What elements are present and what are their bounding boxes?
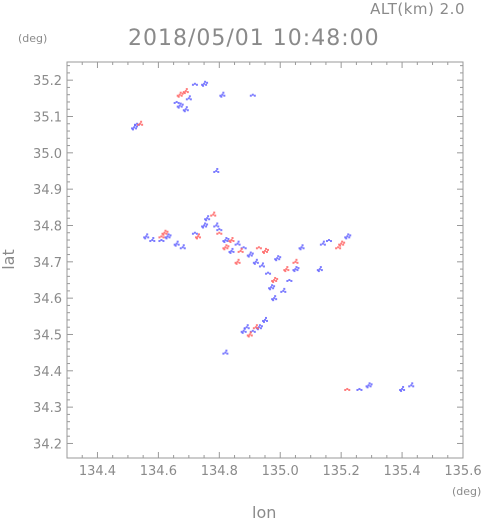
data-point: [216, 228, 223, 232]
data-point: [158, 239, 165, 243]
y-tick-label: 35.2: [33, 74, 62, 89]
data-point: [255, 246, 262, 250]
data-point: [222, 244, 230, 251]
y-tick-label: 34.5: [33, 328, 62, 343]
plot-frame: [66, 61, 464, 459]
x-tick-label: 135.0: [262, 464, 299, 479]
data-point: [149, 237, 156, 243]
data-point: [137, 120, 144, 126]
data-point: [216, 231, 223, 235]
data-point: [286, 278, 293, 282]
data-point: [131, 124, 139, 131]
data-point: [283, 266, 290, 273]
x-tick-label: 134.6: [140, 464, 177, 479]
data-point: [191, 82, 198, 86]
plot-border: [66, 61, 464, 459]
y-tick-label: 34.4: [33, 365, 62, 380]
x-axis-unit: (deg): [452, 485, 482, 498]
data-point: [173, 100, 180, 104]
data-point: [179, 244, 186, 250]
data-point: [325, 239, 332, 243]
data-point: [316, 266, 323, 273]
chart-title: 2018/05/01 10:48:00: [128, 26, 380, 51]
x-axis-label: lon: [252, 503, 277, 522]
data-point: [194, 233, 201, 240]
x-tick-label: 135.4: [383, 464, 420, 479]
data-point: [319, 240, 326, 246]
data-point: [338, 240, 346, 247]
data-point: [201, 222, 209, 229]
data-point: [219, 91, 226, 98]
y-axis-ticks: 34.2 34.3 34.4 34.5 34.6 34.7 34.8 34.9 35.0 35.1…: [33, 65, 463, 452]
y-tick-label: 34.9: [33, 183, 62, 198]
y-tick-label: 34.6: [33, 292, 62, 307]
data-point: [262, 316, 268, 323]
x-tick-label: 135.6: [444, 464, 481, 479]
data-point: [240, 327, 247, 334]
data-point: [292, 258, 299, 264]
data-point: [143, 233, 150, 240]
data-point: [258, 262, 265, 268]
y-tick-label: 34.8: [33, 219, 62, 234]
data-point: [262, 247, 269, 254]
x-tick-label: 135.2: [323, 464, 360, 479]
data-point: [222, 237, 230, 244]
data-point: [176, 102, 184, 109]
y-tick-label: 34.3: [33, 401, 62, 416]
data-point: [271, 276, 279, 283]
data-point: [274, 255, 282, 262]
data-points: [131, 80, 415, 392]
data-point: [213, 167, 220, 173]
data-point: [246, 331, 253, 338]
data-point: [280, 287, 287, 293]
data-point: [191, 231, 198, 235]
data-point: [228, 247, 235, 254]
data-point: [237, 247, 244, 253]
y-axis-unit: (deg): [18, 32, 48, 45]
data-point: [222, 349, 229, 355]
data-point: [173, 240, 180, 247]
data-point: [246, 251, 254, 258]
data-point: [234, 240, 241, 246]
data-point: [176, 91, 184, 98]
x-tick-label: 134.8: [201, 464, 238, 479]
data-point: [408, 382, 415, 388]
data-point: [399, 385, 406, 392]
x-axis-ticks: 134.4 134.6 134.8 135.0 135.2 135.4 135.6: [79, 62, 482, 479]
data-point: [204, 215, 211, 222]
data-point: [292, 266, 300, 273]
data-point: [268, 284, 276, 291]
data-point: [164, 233, 172, 240]
data-point: [298, 244, 305, 251]
data-point: [182, 106, 189, 113]
data-point: [252, 258, 259, 265]
x-tick-label: 134.4: [79, 464, 116, 479]
data-point: [265, 271, 272, 275]
data-point: [252, 324, 259, 330]
data-point: [249, 93, 256, 97]
data-point: [182, 88, 189, 95]
data-point: [234, 258, 241, 265]
data-point: [213, 222, 220, 228]
data-point: [158, 235, 165, 239]
altitude-label: ALT(km) 2.0: [370, 0, 465, 18]
data-point: [344, 233, 352, 240]
data-point: [201, 80, 209, 87]
y-tick-label: 35.0: [33, 147, 62, 162]
y-tick-label: 35.1: [33, 110, 62, 125]
data-point: [335, 246, 342, 250]
data-point: [365, 382, 373, 389]
data-point: [210, 211, 217, 217]
data-point: [228, 237, 235, 244]
data-point: [356, 387, 363, 391]
data-point: [271, 295, 278, 302]
data-point: [243, 324, 250, 330]
data-point: [161, 229, 169, 236]
data-point: [344, 387, 351, 391]
y-tick-label: 34.7: [33, 256, 62, 271]
y-tick-label: 34.2: [33, 437, 62, 452]
data-point: [185, 95, 192, 101]
